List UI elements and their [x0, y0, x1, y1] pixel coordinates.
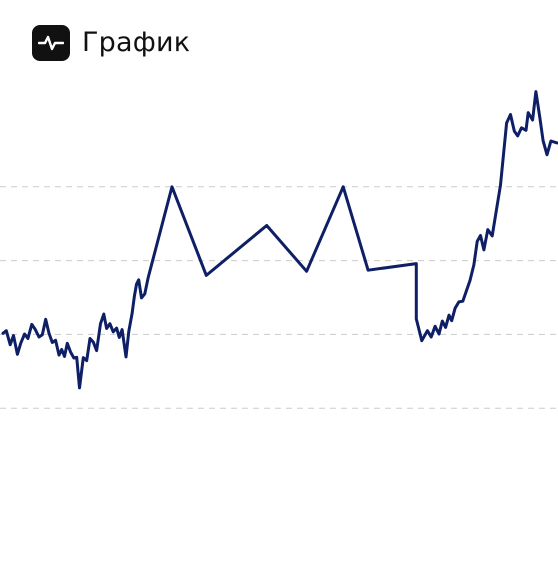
- series-layer: [1, 90, 558, 390]
- chart-header: График: [32, 25, 190, 61]
- grid-lines: [0, 186, 558, 409]
- pulse-icon: [32, 25, 70, 61]
- chart-title: График: [82, 27, 191, 58]
- series-line-0: [1, 90, 558, 390]
